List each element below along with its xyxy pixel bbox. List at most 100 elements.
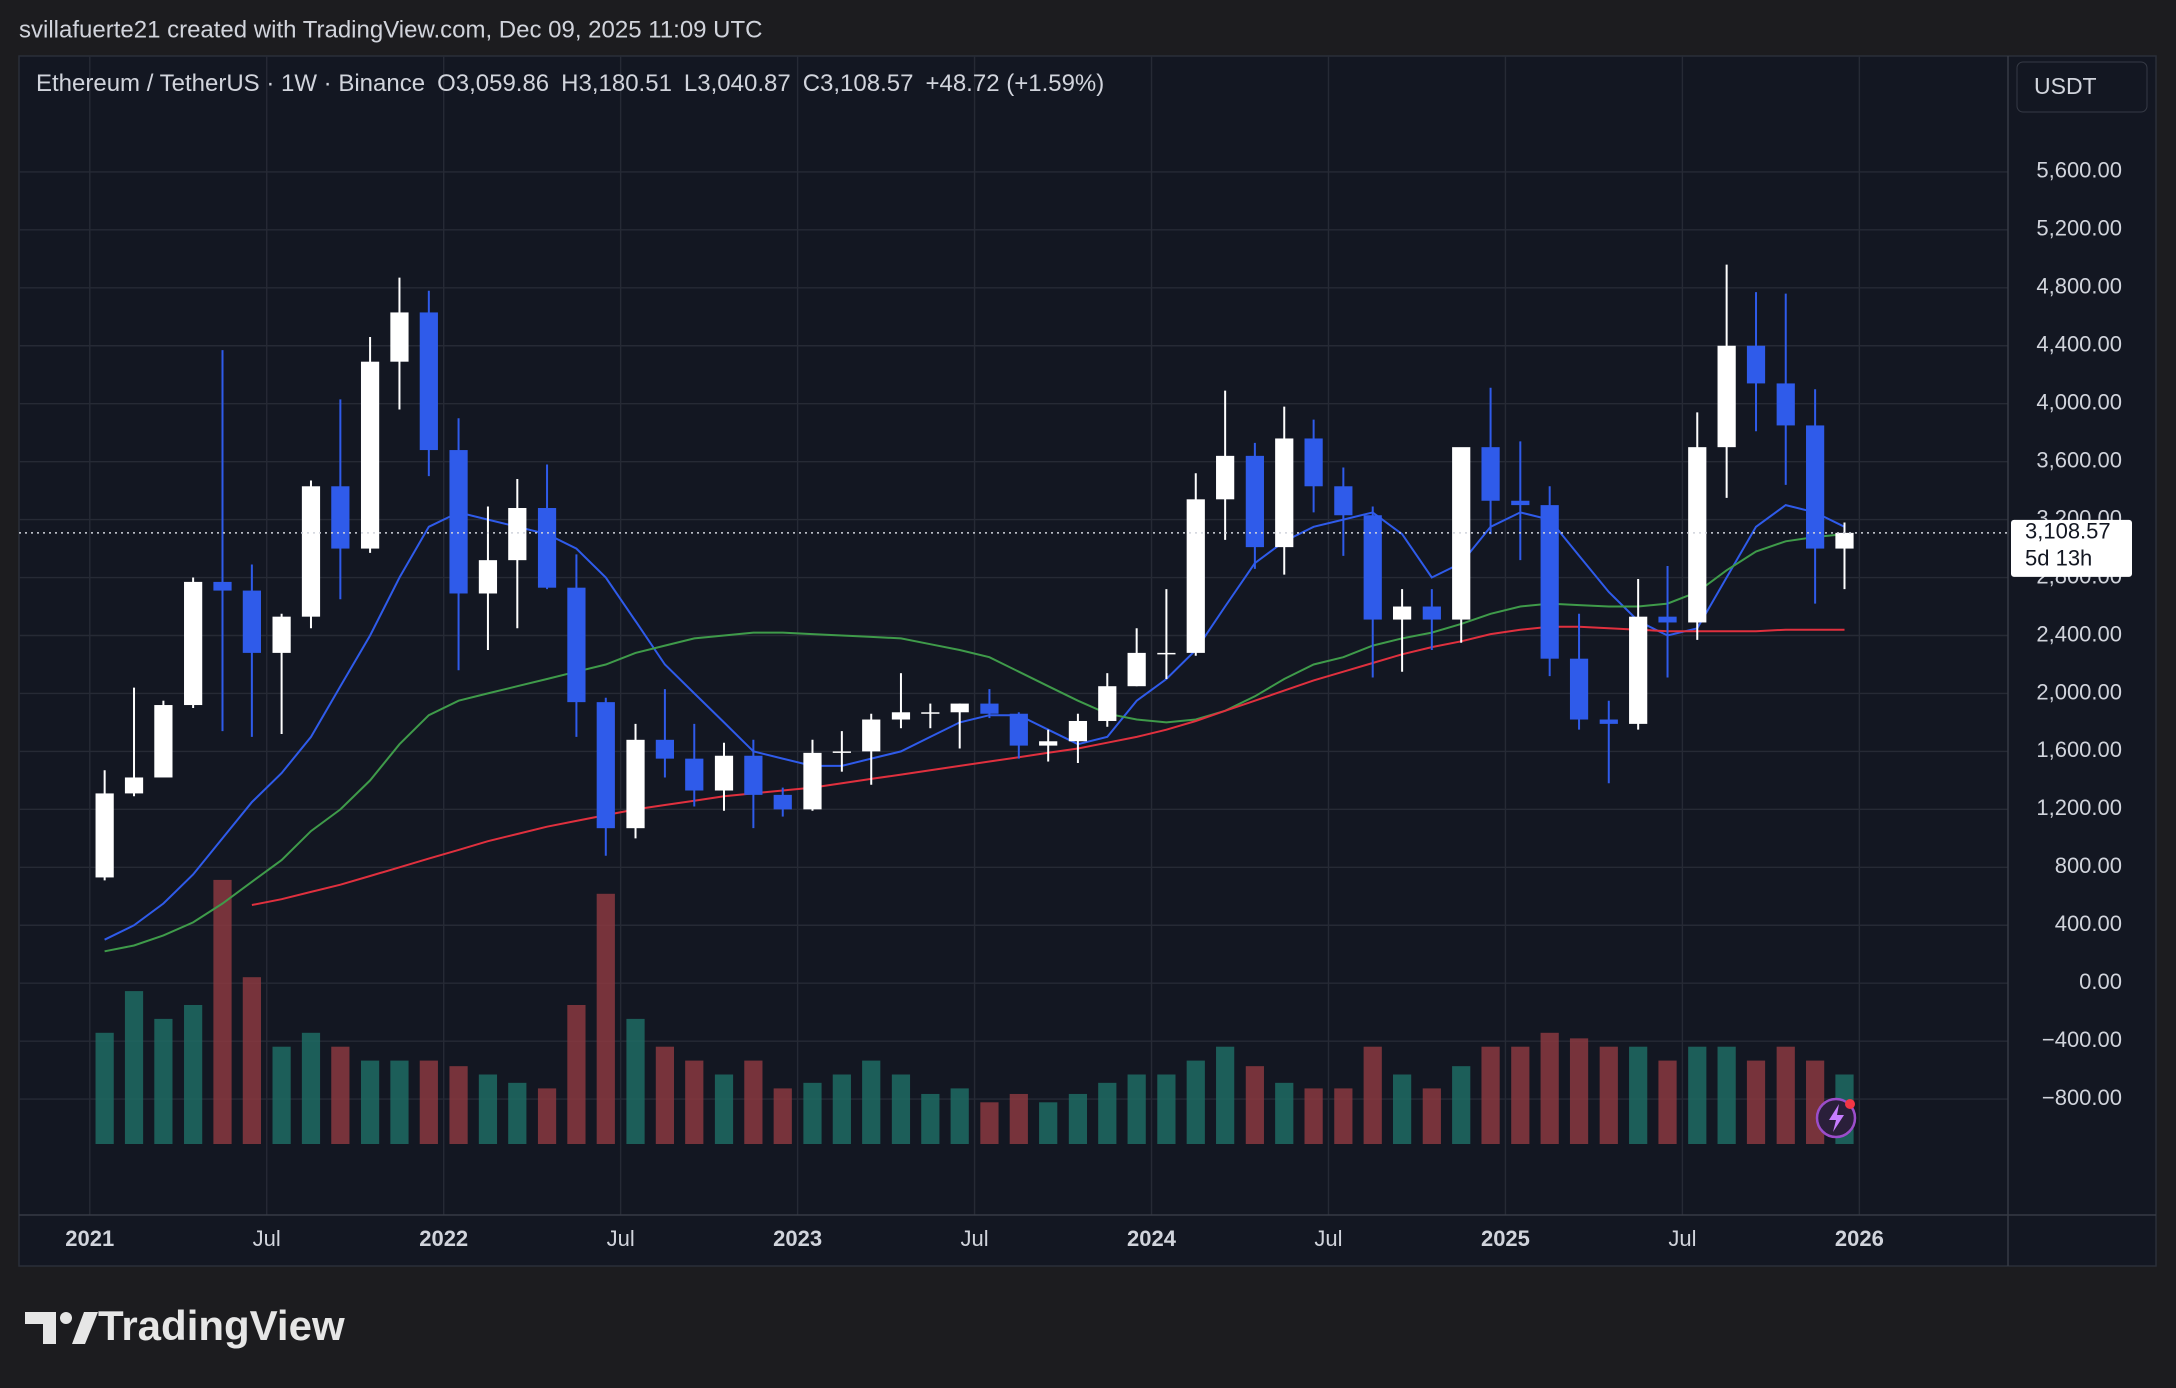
low: L3,040.87 [684, 70, 791, 97]
volume-bar [1157, 1074, 1176, 1144]
candle-body [655, 739, 675, 759]
volume-bar [1511, 1046, 1530, 1144]
candle-body [1304, 438, 1323, 487]
candle-body [301, 486, 321, 617]
volume-bar [1186, 1060, 1205, 1144]
candle-body [567, 587, 586, 703]
logo-mark [72, 1312, 98, 1344]
candle-body [1599, 719, 1618, 724]
candle-body [626, 739, 645, 829]
candle-body [803, 752, 822, 810]
volume-bar [213, 879, 232, 1144]
volume-bar [449, 1066, 468, 1144]
volume-bar [1275, 1082, 1294, 1144]
candle-body [744, 755, 763, 795]
candle-body [95, 793, 114, 878]
candle-body [1009, 713, 1028, 746]
logo-mark [25, 1312, 56, 1344]
candle-body [1452, 447, 1471, 620]
x-tick-label: 2024 [1127, 1226, 1177, 1251]
volume-bar [1688, 1046, 1707, 1144]
x-tick-label: 2025 [1481, 1226, 1530, 1251]
candle-body [1157, 652, 1176, 655]
volume-bar [714, 1074, 734, 1144]
volume-bar [891, 1074, 911, 1144]
candle-body [685, 758, 704, 791]
volume-bar [390, 1060, 409, 1144]
candle-body [1806, 425, 1825, 549]
volume-bar [537, 1088, 557, 1144]
candle-body [419, 312, 438, 451]
volume-bar [1599, 1046, 1618, 1144]
y-tick-label: 800.00 [2055, 853, 2122, 878]
volume-bar [419, 1060, 438, 1144]
legend: Ethereum / TetherUS · 1W · Binance O3,059… [36, 70, 1104, 97]
volume-bar [1334, 1088, 1353, 1144]
volume-bar [1216, 1046, 1235, 1144]
y-tick-label: 1,600.00 [2036, 737, 2122, 762]
volume-bar [1658, 1060, 1677, 1144]
volume-bar [596, 893, 615, 1144]
candle-body [1186, 499, 1205, 653]
volume-bar [360, 1060, 380, 1144]
axes: −800.00 −400.00 0.00 400.00 800.00 1,200.00 1,… [65, 158, 2122, 1251]
candle-body [242, 590, 261, 653]
brand: TradingView [98, 1302, 345, 1349]
volume-bar [301, 1032, 321, 1144]
y-tick-label: 5,200.00 [2036, 216, 2122, 241]
change: +48.72 (+1.59%) [925, 70, 1104, 97]
volume-bar [1776, 1046, 1795, 1144]
candle-body [1658, 616, 1677, 623]
logo-dot [60, 1312, 72, 1324]
alert-dot [1845, 1099, 1855, 1109]
volume-bar [980, 1102, 999, 1144]
y-tick-label: −400.00 [2042, 1027, 2122, 1052]
y-tick-label: 1,200.00 [2036, 795, 2122, 820]
x-tick-label: 2021 [65, 1226, 114, 1251]
candle-body [980, 703, 999, 714]
candle-body [213, 581, 232, 591]
volume-bar [508, 1082, 527, 1144]
x-tick-label: Jul [253, 1226, 281, 1251]
high: H3,180.51 [561, 70, 672, 97]
currency[interactable]: USDT [2034, 73, 2097, 99]
candle-body [1216, 455, 1235, 500]
candle-body [184, 581, 203, 706]
volume-bar [95, 1032, 114, 1144]
candle-body [1098, 686, 1117, 721]
close: C3,108.57 [803, 70, 914, 97]
grid [19, 56, 2008, 1215]
candle-body [1717, 345, 1736, 448]
y-tick-label: 2,400.00 [2036, 621, 2122, 646]
x-tick-label: Jul [1314, 1226, 1342, 1251]
volume-bar [1098, 1082, 1117, 1144]
volume-bar [1245, 1066, 1264, 1144]
candle-body [1334, 486, 1353, 516]
volume-bar [1540, 1032, 1559, 1144]
candles [95, 264, 1854, 881]
last-price-box [2011, 519, 2132, 577]
x-tick-label: 2023 [773, 1226, 822, 1251]
volume-bar [1009, 1093, 1028, 1144]
volume-bar [803, 1082, 822, 1144]
volume-bar [1363, 1046, 1382, 1144]
last-price-label: 3,108.57 [2025, 519, 2111, 544]
alert-bolt [1829, 1104, 1844, 1132]
candle-body [773, 794, 792, 810]
currency-button[interactable] [2016, 61, 2148, 113]
volume-bar [1392, 1074, 1412, 1144]
candle-body [1275, 438, 1294, 548]
volume-bar [773, 1088, 792, 1144]
volume-bar [184, 1005, 203, 1144]
y-tick-label: 400.00 [2055, 911, 2122, 936]
candle-body [1540, 505, 1559, 659]
candle-body [1629, 616, 1648, 724]
volume-bar [242, 977, 261, 1144]
symbol: Ethereum / TetherUS · 1W · Binance [36, 70, 425, 97]
volume-bar [1039, 1102, 1058, 1144]
open: O3,059.86 [437, 70, 549, 97]
candle-body [1039, 741, 1058, 746]
volume-bar [655, 1046, 675, 1144]
x-tick-label: 2022 [419, 1226, 468, 1251]
